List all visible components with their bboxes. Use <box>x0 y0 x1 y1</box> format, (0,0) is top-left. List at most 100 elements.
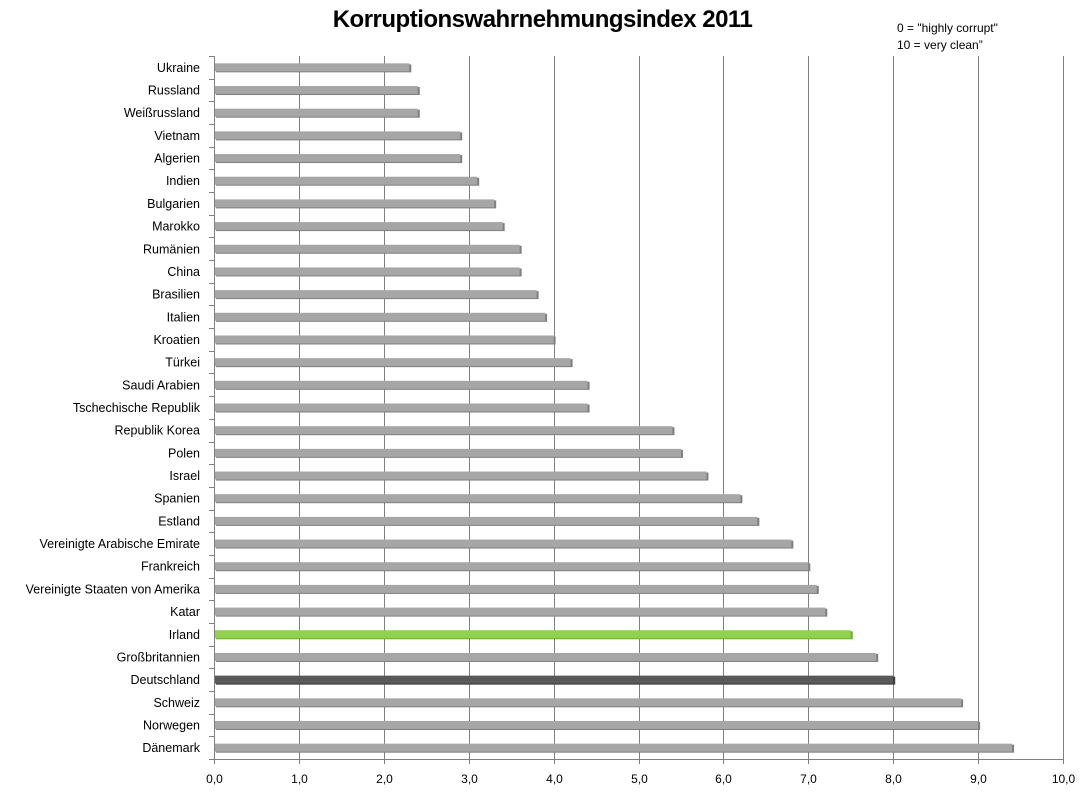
category-label-irland: Irland <box>169 628 200 642</box>
bar-rect <box>214 312 546 321</box>
bar-rect <box>214 222 503 231</box>
bar-estland <box>214 516 760 526</box>
category-label-turkei: Türkei <box>165 356 200 370</box>
category-label-brasilien: Brasilien <box>152 288 200 302</box>
bar-rect <box>214 471 707 480</box>
bar-algerien <box>214 154 463 164</box>
bar-rect <box>214 584 817 593</box>
x-tick-label-3: 3,0 <box>461 772 478 786</box>
bar-italien <box>214 312 548 322</box>
chart-title-text: Korruptionswahrnehmungsindex 2011 <box>332 6 753 33</box>
category-label-saudi-arabien: Saudi Arabien <box>122 378 200 392</box>
bar-polen <box>214 448 683 458</box>
category-label-danemark: Dänemark <box>142 741 200 755</box>
bar-rect <box>214 448 681 457</box>
bar-rect <box>214 607 826 616</box>
bar-rect <box>214 108 418 117</box>
chart-title: Korruptionswahrnehmungsindex 2011 <box>0 6 1087 34</box>
category-label-vietnam: Vietnam <box>154 129 200 143</box>
x-tick-label-9: 9,0 <box>970 772 987 786</box>
category-label-estland: Estland <box>158 514 200 528</box>
category-label-frankreich: Frankreich <box>141 560 200 574</box>
bar-rect <box>214 403 588 412</box>
bar-katar <box>214 607 828 617</box>
category-label-china: China <box>167 265 200 279</box>
bar-rect <box>214 380 588 389</box>
bar-russland <box>214 86 420 96</box>
bar-brasilien <box>214 290 539 300</box>
bar-rect <box>214 743 1013 752</box>
bar-rect <box>214 335 554 344</box>
scale-note-line-0: 0 = "highly corrupt" <box>897 21 998 35</box>
bar-rect <box>214 358 571 367</box>
bar-deutschland <box>214 675 896 685</box>
x-tick-label-8: 8,0 <box>885 772 902 786</box>
bar-rect <box>214 630 851 639</box>
x-tick-label-0: 0,0 <box>206 772 223 786</box>
category-label-israel: Israel <box>169 469 200 483</box>
bar-kroatien <box>214 335 556 345</box>
category-label-katar: Katar <box>170 605 200 619</box>
bar-rect <box>214 426 673 435</box>
bar-indien <box>214 176 480 186</box>
category-label-weissrussland: Weißrussland <box>124 106 200 120</box>
x-tick-label-1: 1,0 <box>291 772 308 786</box>
bar-tschechische-republik <box>214 403 590 413</box>
x-tick-label-5: 5,0 <box>631 772 648 786</box>
x-tick-label-2: 2,0 <box>376 772 393 786</box>
bar-china <box>214 267 522 277</box>
bar-rect <box>214 154 461 163</box>
bar-irland <box>214 630 853 640</box>
bar-rect <box>214 86 418 95</box>
category-label-bulgarien: Bulgarien <box>147 197 200 211</box>
bar-israel <box>214 471 709 481</box>
bar-spanien <box>214 494 743 504</box>
category-label-spanien: Spanien <box>154 492 200 506</box>
category-label-norwegen: Norwegen <box>143 718 200 732</box>
category-label-russland: Russland <box>148 84 200 98</box>
bar-vietnam <box>214 131 463 141</box>
x-tick-label-10: 10,0 <box>1052 772 1076 786</box>
category-label-marokko: Marokko <box>152 220 200 234</box>
bar-republik-korea <box>214 426 675 436</box>
bar-danemark <box>214 743 1015 753</box>
bar-rect <box>214 698 962 707</box>
bar-rect <box>214 199 495 208</box>
category-label-kroatien: Kroatien <box>153 333 200 347</box>
bars <box>214 63 1015 753</box>
bar-rumanien <box>214 244 522 254</box>
bar-ukraine <box>214 63 412 73</box>
bar-rect <box>214 539 792 548</box>
category-label-schweiz: Schweiz <box>153 696 200 710</box>
bar-rect <box>214 131 461 140</box>
x-tick-label-4: 4,0 <box>546 772 563 786</box>
bar-rect <box>214 290 537 299</box>
scale-note: 0 = "highly corrupt" 10 = very clean” <box>897 20 998 54</box>
category-label-vereinigte-staaten-von-amerika: Vereinigte Staaten von Amerika <box>26 582 200 596</box>
x-tick-labels: 0,0 1,0 2,0 3,0 4,0 5,0 6,0 7,0 8,0 9,0 10,0 <box>206 772 1075 786</box>
bar-vereinigte-staaten-von-amerika <box>214 584 819 594</box>
axes <box>209 56 1064 764</box>
scale-note-line-1: 10 = very clean” <box>897 38 983 52</box>
category-label-polen: Polen <box>168 446 200 460</box>
bar-rect <box>214 63 410 72</box>
category-labels: Ukraine Russland Weißrussland Vietnam Algeri… <box>26 61 201 755</box>
bar-rect <box>214 267 520 276</box>
category-label-indien: Indien <box>166 174 200 188</box>
bar-rect <box>214 176 478 185</box>
bar-marokko <box>214 222 505 232</box>
bar-vereinigte-arabische-emirate <box>214 539 794 549</box>
x-tick-label-7: 7,0 <box>800 772 817 786</box>
category-label-vereinigte-arabische-emirate: Vereinigte Arabische Emirate <box>39 537 200 551</box>
bar-schweiz <box>214 698 964 708</box>
bar-norwegen <box>214 720 981 730</box>
x-tick-label-6: 6,0 <box>715 772 732 786</box>
category-label-algerien: Algerien <box>154 152 200 166</box>
category-label-italien: Italien <box>167 310 200 324</box>
category-label-deutschland: Deutschland <box>131 673 201 687</box>
bar-rect <box>214 675 894 684</box>
category-label-rumanien: Rumänien <box>143 242 200 256</box>
bar-rect <box>214 652 877 661</box>
bar-bulgarien <box>214 199 497 209</box>
